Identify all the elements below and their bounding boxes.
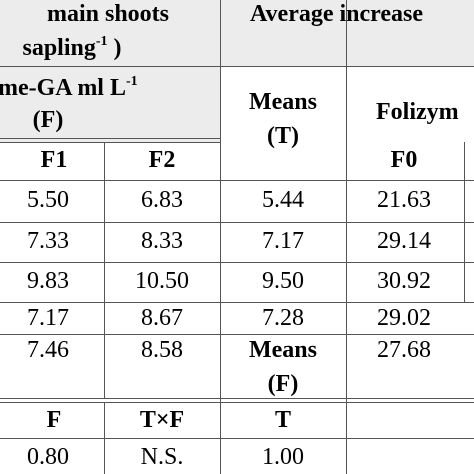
col-header-f0: F0 (390, 147, 418, 173)
grid-line (0, 334, 474, 335)
grid-line (104, 402, 105, 474)
cell-f1: 9.83 (27, 268, 69, 294)
group-header-left: main shoots (47, 2, 169, 26)
cell-f2: 6.83 (141, 187, 183, 213)
means-f-f1: 7.46 (27, 337, 69, 363)
col-header-f2: F2 (148, 147, 176, 173)
cell-f0: 29.02 (377, 305, 431, 331)
lsd-t-label: T (274, 407, 292, 433)
header-band (0, 0, 474, 66)
grid-line (464, 142, 465, 302)
factor-header-left-line1: me-GA ml L (0, 75, 126, 101)
grid-line (0, 438, 474, 439)
factor-header-left-code: (F) (32, 107, 64, 133)
group-header-left-line1: main shoots (46, 1, 170, 27)
means-f-f2: 8.58 (141, 337, 183, 363)
grid-line (0, 142, 220, 143)
cell-f1: 5.50 (27, 187, 69, 213)
factor-header-left: me-GA ml L-1 (0, 74, 138, 101)
grid-line (104, 142, 105, 398)
grid-line (346, 0, 347, 474)
group-header-left-tail: ) (107, 35, 122, 61)
means-f-label-line1: Means (249, 337, 317, 363)
means-t-header-line1: Means (249, 89, 317, 115)
cell-mean: 5.44 (262, 187, 304, 213)
lsd-txf-value: N.S. (140, 444, 184, 470)
grid-line (0, 302, 474, 303)
means-t-header-line2: (T) (267, 123, 299, 149)
group-header-left-sup: -1 (95, 34, 108, 49)
cell-f2: 10.50 (135, 268, 189, 294)
factor-header-left-sup: -1 (125, 74, 138, 89)
col-header-f1: F1 (40, 147, 68, 173)
grid-line (0, 66, 474, 67)
lsd-f-value: 0.80 (27, 444, 69, 470)
cell-f0: 29.14 (377, 228, 431, 254)
means-f-f0: 27.68 (377, 337, 431, 363)
group-header-right: Average increase (250, 1, 424, 27)
grid-line (0, 222, 474, 223)
grid-line (0, 398, 474, 399)
factor-header-band (0, 66, 220, 142)
cell-f1: 7.17 (27, 305, 69, 331)
lsd-t-value: 1.00 (262, 444, 304, 470)
grid-line (220, 0, 221, 474)
group-header-left-line2: sapling (22, 35, 96, 61)
cell-mean: 9.50 (262, 268, 304, 294)
lsd-txf-label: T×F (139, 407, 185, 433)
lsd-f-label: F (46, 407, 62, 433)
grid-line (0, 402, 474, 403)
group-header-left-unit: sapling-1 ) (22, 34, 122, 61)
factor-header-right: Folizym (376, 99, 459, 125)
cell-f0: 21.63 (377, 187, 431, 213)
cell-f0: 30.92 (377, 268, 431, 294)
cell-f1: 7.33 (27, 228, 69, 254)
grid-line (0, 138, 220, 139)
means-f-label-line2: (F) (267, 371, 299, 397)
cell-mean: 7.17 (262, 228, 304, 254)
grid-line (0, 180, 474, 181)
cell-f2: 8.67 (141, 305, 183, 331)
cell-mean: 7.28 (262, 305, 304, 331)
cell-f2: 8.33 (141, 228, 183, 254)
grid-line (0, 262, 474, 263)
